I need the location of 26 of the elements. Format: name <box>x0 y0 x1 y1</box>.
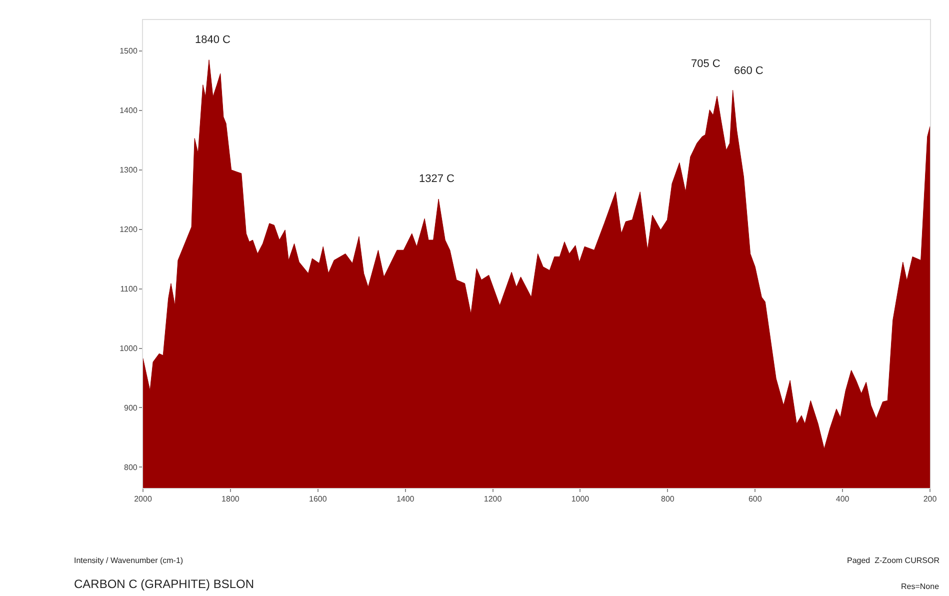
text: Intensity / Wavenumber (cm-1) <box>74 556 184 565</box>
annotation: 660 C <box>734 65 764 77</box>
x-tick-label: 2000 <box>134 494 152 504</box>
y-tick-label: 1300 <box>120 166 138 175</box>
text: CARBON C (GRAPHITE) BSLON <box>74 577 254 591</box>
annotation: 1327 C <box>419 173 455 185</box>
x-tick-label: 800 <box>660 494 675 504</box>
text: Res=None <box>901 582 940 591</box>
y-tick-label: 1400 <box>120 106 138 116</box>
y-tick-label: 1200 <box>120 225 138 234</box>
x-tick-label: 1800 <box>222 494 240 504</box>
y-tick-label: 1100 <box>120 284 138 294</box>
x-tick-label: 200 <box>923 494 938 504</box>
y-tick-label: 1000 <box>120 344 138 354</box>
y-tick-label: 800 <box>124 462 138 472</box>
x-tick-label: 400 <box>836 494 850 504</box>
x-tick-label: 1600 <box>308 494 328 504</box>
y-tick-label: 1500 <box>120 46 138 56</box>
x-tick-label: 1000 <box>571 494 590 504</box>
y-tick-label: 900 <box>124 404 138 413</box>
text: Paged Z-Zoom CURSOR <box>847 556 940 565</box>
x-tick-label: 1400 <box>396 494 415 504</box>
x-tick-label: 600 <box>748 494 762 504</box>
x-tick-label: 1200 <box>484 494 502 504</box>
annotation: 705 C <box>691 58 720 70</box>
annotation: 1840 C <box>195 34 231 46</box>
